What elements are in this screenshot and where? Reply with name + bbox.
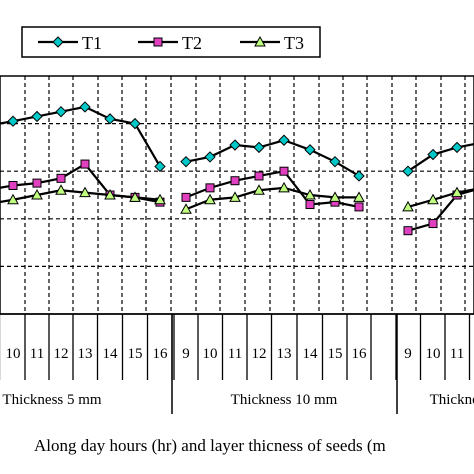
series-t3 [0,181,474,214]
tick-label: 16 [153,346,169,362]
tick-label: 11 [228,346,242,362]
data-point-t1 [253,141,265,154]
data-point-t2 [80,159,90,169]
tick-label: 13 [78,346,93,362]
data-point-t1 [451,141,463,154]
legend-label-t3: T3 [284,33,304,53]
data-point-t1 [353,170,365,182]
data-point-t3 [427,193,439,205]
tick-label: 14 [303,346,319,362]
tick-label: 10 [203,346,218,362]
data-point-t1 [55,105,67,118]
series-line-t3 [185,186,359,211]
data-point-t1 [31,110,43,123]
data-point-t3 [79,186,91,198]
group-label: Thickness [430,392,474,408]
data-point-t2 [403,226,413,236]
data-point-t3 [304,188,316,200]
data-point-t3 [278,181,290,193]
tick-label: 11 [450,346,464,362]
tick-label: 16 [352,346,368,362]
data-point-t2 [279,166,289,176]
data-point-t3 [180,203,192,214]
tick-label: 15 [328,346,343,362]
data-point-t2 [428,219,438,229]
data-point-t1 [402,165,414,177]
series-line-t1 [0,105,161,167]
data-point-t3 [353,191,365,202]
data-point-t2 [230,176,240,186]
tick-label: 11 [30,346,44,362]
data-point-t2 [32,178,42,188]
data-point-t3 [129,191,141,202]
legend-label-t2: T2 [182,33,202,53]
data-point-t1 [427,148,439,161]
data-point-t3 [154,193,166,205]
tick-label: 12 [252,346,267,362]
data-point-t2 [354,202,364,212]
tick-label: 9 [404,346,412,362]
x-axis-title: Along day hours (hr) and layer thicness … [34,436,386,455]
data-point-t1 [104,113,116,125]
data-point-t1 [329,155,341,168]
legend-marker-t3 [254,35,266,47]
legend-marker-t2 [153,37,163,47]
legend: T1 T2 T3 [21,26,321,58]
data-point-t3 [31,188,43,200]
data-point-t1 [180,155,192,168]
data-point-t1 [278,134,290,146]
group-label: Thickness 5 mm [2,392,101,408]
tick-label: 10 [6,346,21,362]
data-point-t3 [253,184,265,195]
tick-label: 12 [54,346,69,362]
data-point-t2 [8,180,18,190]
legend-marker-t1 [52,36,64,48]
data-point-t3 [204,193,216,205]
series-line-t1 [407,143,474,173]
data-point-t2 [205,183,215,193]
tick-label: 9 [182,346,190,362]
series-line-t3 [407,188,474,208]
group-label: Thickness 10 mm [231,392,338,408]
tick-label: 13 [277,346,292,362]
tick-label: 10 [426,346,441,362]
legend-label-t1: T1 [82,33,102,53]
data-point-t2 [305,200,315,210]
data-point-t3 [402,200,414,212]
data-point-t1 [129,117,141,130]
data-point-t1 [204,151,216,163]
data-point-t3 [55,184,67,195]
data-point-t2 [56,173,66,183]
data-point-t1 [229,139,241,151]
tick-label: 14 [103,346,119,362]
data-point-t3 [104,188,116,200]
data-point-t1 [154,160,166,173]
data-point-t1 [304,144,316,156]
data-point-t3 [229,191,241,202]
data-point-t3 [329,191,341,202]
series-line-t3 [0,189,161,204]
category-axis: 9 10 11 12 13 14 15 16 Thickness 5 mm 9 10 11 12 13 14… [0,313,474,414]
data-point-t3 [7,193,19,205]
data-point-t1 [7,115,19,127]
tick-label: 15 [128,346,143,362]
series-line-t2 [407,189,474,232]
series-t1 [0,101,474,182]
series-line-t1 [185,139,360,177]
data-point-t1 [79,101,91,113]
data-point-t2 [254,171,264,181]
series-layer [0,101,474,236]
data-point-t3 [451,186,463,198]
grid-lines [0,76,474,314]
data-point-t2 [181,192,191,202]
